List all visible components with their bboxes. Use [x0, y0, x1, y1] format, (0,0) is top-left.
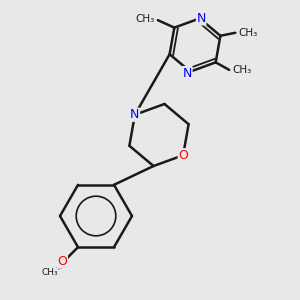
Text: CH₃: CH₃	[238, 28, 258, 38]
Text: N: N	[183, 67, 192, 80]
Text: CH₃: CH₃	[41, 268, 58, 277]
Text: N: N	[196, 12, 206, 25]
Text: O: O	[178, 149, 188, 162]
Text: O: O	[58, 255, 67, 268]
Text: CH₃: CH₃	[136, 14, 155, 24]
Text: N: N	[130, 108, 140, 121]
Text: CH₃: CH₃	[232, 65, 251, 75]
